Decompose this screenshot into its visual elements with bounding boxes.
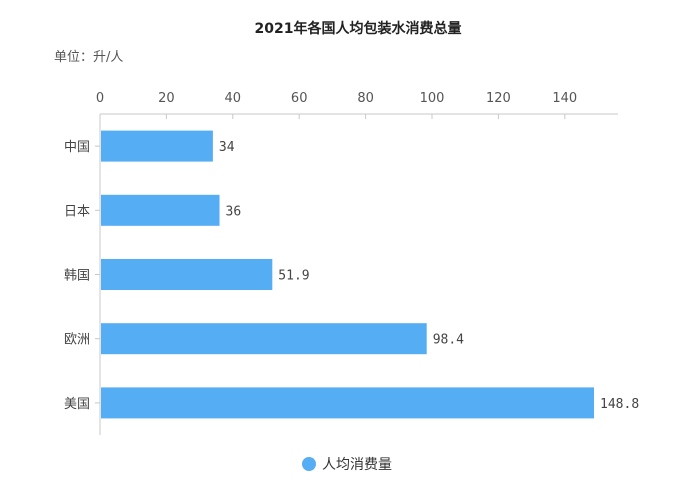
bar[interactable] <box>101 194 220 226</box>
category-label: 欧洲 <box>64 333 90 348</box>
category-label: 日本 <box>64 204 90 219</box>
legend[interactable]: 人均消费量 <box>302 457 392 473</box>
legend-label: 人均消费量 <box>322 457 392 473</box>
x-tick-label: 100 <box>420 91 445 106</box>
legend-marker <box>302 457 316 471</box>
bar-value-label: 51.9 <box>278 269 309 284</box>
x-tick-label: 80 <box>357 91 374 106</box>
bar[interactable] <box>101 259 273 290</box>
x-tick-label: 20 <box>158 91 175 106</box>
x-tick-label: 0 <box>96 91 104 106</box>
bar[interactable] <box>101 130 213 162</box>
unit-label: 单位：升/人 <box>54 50 123 65</box>
bar[interactable] <box>101 323 427 355</box>
bars-group <box>101 130 595 419</box>
data-labels-group: 34 36 51.9 98.4 148.8 <box>219 140 639 412</box>
bar-value-label: 34 <box>219 140 235 155</box>
category-label: 美国 <box>64 397 90 412</box>
x-tick-label: 60 <box>291 91 308 106</box>
category-label: 韩国 <box>64 269 90 284</box>
bar-value-label: 98.4 <box>433 333 464 348</box>
category-label: 中国 <box>64 140 90 155</box>
x-tick-label: 40 <box>225 91 242 106</box>
bar[interactable] <box>101 387 595 419</box>
chart-title: 2021年各国人均包装水消费总量 <box>255 20 462 37</box>
x-ticks-group: 0 20 40 60 80 100 120 140 <box>96 91 577 119</box>
x-tick-label: 140 <box>552 91 577 106</box>
x-tick-label: 120 <box>486 91 511 106</box>
bar-value-label: 148.8 <box>600 397 639 412</box>
bar-value-label: 36 <box>226 204 242 219</box>
